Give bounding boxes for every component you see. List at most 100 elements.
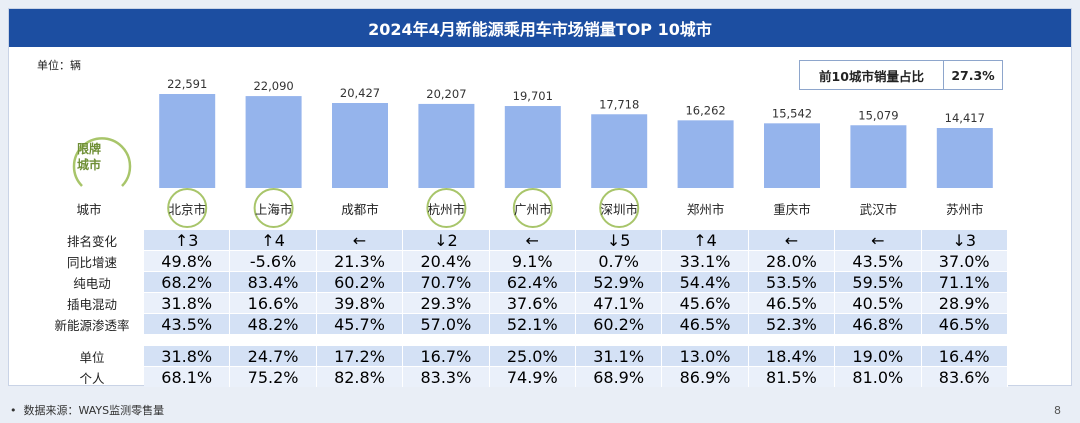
- bar-9: [936, 128, 993, 188]
- buyer-label-1: 个人: [79, 370, 105, 386]
- restricted-circle-5: [599, 188, 640, 228]
- city-label-9: 苏州市: [946, 202, 984, 217]
- bar-0: [159, 94, 216, 188]
- table-cell: 18.4%: [748, 346, 836, 366]
- city-label-4: 广州市: [514, 202, 552, 217]
- city-label-8: 武汉市: [860, 202, 898, 217]
- share-label: 前10城市销量占比: [800, 61, 944, 89]
- table-cell: 20.4%: [403, 251, 490, 271]
- table-cell: 46.5%: [662, 314, 749, 334]
- city-label-1: 上海市: [255, 202, 293, 217]
- table-cell: 60.2%: [575, 314, 663, 334]
- restricted-circle-0: [167, 188, 208, 228]
- table-cell: 31.8%: [144, 293, 231, 313]
- table-cell: 9.1%: [489, 251, 576, 271]
- table-cell: 75.2%: [230, 367, 317, 387]
- table-cell: 13.0%: [662, 346, 749, 366]
- table-row: 31.8% 24.7% 17.2% 16.7% 25.0% 31.1% 13.0% 18.4%…: [144, 346, 1008, 366]
- table-cell: 37.6%: [489, 293, 576, 313]
- table-cell: ↓3: [921, 230, 1008, 250]
- table-cell: ↑4: [662, 230, 749, 250]
- table-cell: ←: [316, 230, 404, 250]
- bar-value-label-2: 20,427: [340, 86, 380, 100]
- bar-4: [504, 106, 561, 188]
- bar-value-label-5: 17,718: [599, 97, 639, 111]
- table-cell: 57.0%: [403, 314, 490, 334]
- table-cell: ←: [748, 230, 836, 250]
- table-cell: 17.2%: [316, 346, 404, 366]
- table-cell: 74.9%: [489, 367, 576, 387]
- table-cell: 86.9%: [662, 367, 749, 387]
- table-cell: 47.1%: [575, 293, 663, 313]
- city-label-2: 成都市: [341, 202, 379, 217]
- bar-3: [418, 103, 475, 188]
- bar-1: [245, 96, 302, 188]
- table-cell: 29.3%: [403, 293, 490, 313]
- page-title: 2024年4月新能源乘用车市场销量TOP 10城市: [9, 9, 1071, 47]
- city-label-7: 重庆市: [773, 202, 811, 217]
- page-number: 8: [1054, 404, 1061, 417]
- table-cell: 31.1%: [575, 346, 663, 366]
- metric-label-0: 排名变化: [66, 233, 117, 249]
- table-cell: 52.3%: [748, 314, 836, 334]
- bar-value-label-9: 14,417: [945, 111, 985, 125]
- table-cell: ↑4: [230, 230, 317, 250]
- table-cell: 16.6%: [230, 293, 317, 313]
- table-cell: 81.0%: [835, 367, 922, 387]
- bar-5: [591, 114, 648, 188]
- table-cell: 46.5%: [748, 293, 836, 313]
- metric-label-1: 同比增速: [66, 254, 117, 270]
- table-cell: 43.5%: [835, 251, 922, 271]
- table-cell: 45.6%: [662, 293, 749, 313]
- table-row: 31.8% 16.6% 39.8% 29.3% 37.6% 47.1% 45.6% 46.5%…: [144, 293, 1008, 313]
- buyer-label-0: 单位: [79, 349, 105, 365]
- city-label-3: 杭州市: [428, 202, 466, 217]
- table-cell: ↓2: [403, 230, 490, 250]
- table-cell: 16.7%: [403, 346, 490, 366]
- table-cell: 49.8%: [144, 251, 231, 271]
- table-cell: 60.2%: [316, 272, 404, 292]
- table-cell: 83.4%: [230, 272, 317, 292]
- table-cell: -5.6%: [230, 251, 317, 271]
- share-value: 27.3%: [951, 67, 995, 83]
- bar-2: [332, 103, 388, 188]
- footer-text: 数据来源：WAYS监测零售量: [23, 404, 165, 417]
- table-cell: 31.8%: [144, 346, 231, 366]
- table-cell: 0.7%: [575, 251, 663, 271]
- table-cell: 21.3%: [316, 251, 404, 271]
- metric-label-3: 插电混动: [66, 296, 117, 312]
- table-cell: 28.9%: [921, 293, 1008, 313]
- table-cell: 43.5%: [144, 314, 231, 334]
- table-cell: 28.0%: [748, 251, 836, 271]
- table-cell: ↑3: [144, 230, 231, 250]
- badge-line2: 城市: [77, 157, 101, 172]
- table-cell: 19.0%: [835, 346, 922, 366]
- table-row: 68.1% 75.2% 82.8% 83.3% 74.9% 68.9% 86.9% 81.5%…: [144, 367, 1008, 387]
- metric-label-2: 纯电动: [73, 275, 111, 291]
- table-cell: 25.0%: [489, 346, 576, 366]
- table-row: ↑3 ↑4 ← ↓2 ← ↓5 ↑4 ← ← ↓3: [144, 230, 1008, 250]
- table-cell: ←: [835, 230, 922, 250]
- metric-label-4: 新能源渗透率: [54, 317, 130, 333]
- share-box: 前10城市销量占比 27.3%: [799, 60, 1003, 90]
- bar-value-label-0: 22,591: [167, 77, 207, 91]
- city-label-5: 深圳市: [600, 202, 638, 217]
- bar-value-label-1: 22,090: [253, 79, 293, 93]
- table-cell: 37.0%: [921, 251, 1008, 271]
- table-cell: 83.6%: [921, 367, 1008, 387]
- badge-line1: 限牌: [77, 141, 101, 156]
- restricted-circle-1: [253, 188, 294, 228]
- table-cell: 16.4%: [921, 346, 1008, 366]
- bar-value-label-6: 16,262: [685, 103, 725, 117]
- city-label-6: 郑州市: [687, 202, 725, 217]
- table-cell: 46.8%: [835, 314, 922, 334]
- bar-value-label-8: 15,079: [858, 108, 898, 122]
- bar-chart: 限牌 城市 城市 22,591 北京市 22,090 上海市 20,427 成都市 20,2…: [72, 77, 993, 228]
- table-cell: 59.5%: [835, 272, 922, 292]
- table-row: 43.5% 48.2% 45.7% 57.0% 52.1% 60.2% 46.5% 52.3%…: [144, 314, 1008, 334]
- bar-value-label-7: 15,542: [772, 106, 812, 120]
- badge-arc: [72, 137, 132, 187]
- table-cell: 52.9%: [575, 272, 663, 292]
- table-cell: 83.3%: [403, 367, 490, 387]
- table-cell: 54.4%: [662, 272, 749, 292]
